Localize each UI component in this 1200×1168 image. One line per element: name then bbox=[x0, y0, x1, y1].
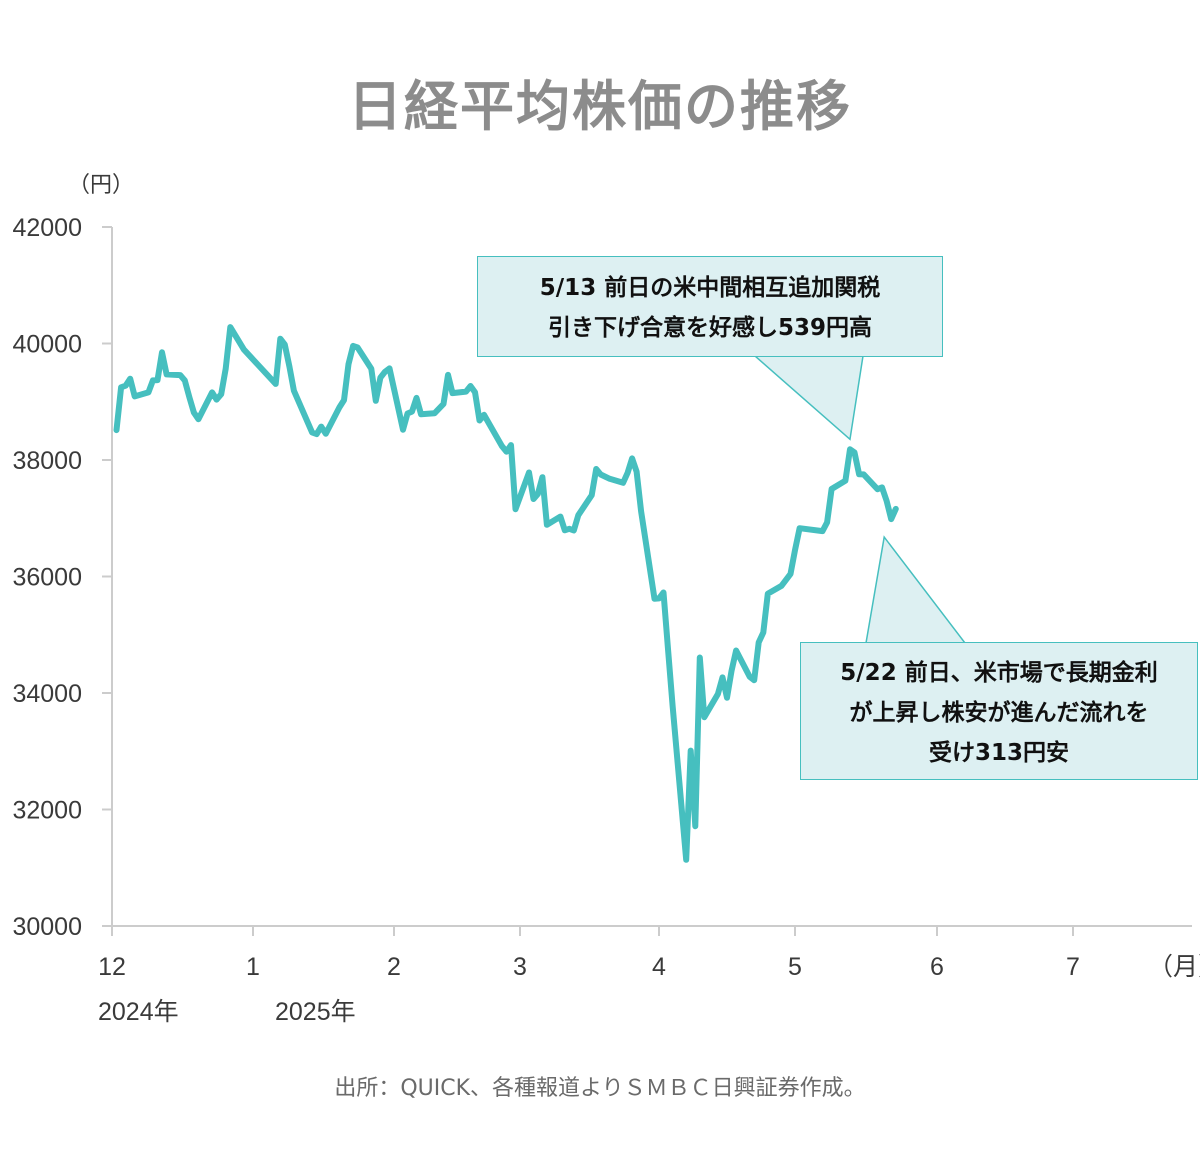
callout-may13: 5/13 前日の米中間相互追加関税 引き下げ合意を好感し539円高 bbox=[477, 256, 943, 357]
callout-may13-line-2: 引き下げ合意を好感し539円高 bbox=[547, 315, 872, 341]
y-axis-unit: （円） bbox=[68, 173, 134, 198]
source-note: 出所：QUICK、各種報道よりＳＭＢＣ日興証券作成。 bbox=[334, 1076, 866, 1101]
callout-may22-line-1: 5/22 前日、米市場で長期金利 bbox=[840, 660, 1158, 686]
x-axis-unit: （月） bbox=[1148, 953, 1200, 981]
year-label-2024: 2024年 bbox=[98, 998, 179, 1026]
year-label-2025: 2025年 bbox=[275, 998, 356, 1026]
callout-may13-pointer bbox=[753, 355, 864, 441]
x-tick-label: 4 bbox=[652, 953, 666, 981]
x-tick-label: 12 bbox=[98, 953, 126, 981]
y-tick-label: 30000 bbox=[12, 913, 82, 941]
callout-may22-line-3: 受け313円安 bbox=[928, 740, 1069, 766]
callout-may22-pointer bbox=[865, 535, 967, 644]
x-tick-label: 6 bbox=[930, 953, 944, 981]
series-line bbox=[113, 324, 899, 863]
x-tick-label: 1 bbox=[246, 953, 260, 981]
y-tick-label: 36000 bbox=[12, 564, 82, 592]
y-tick-label: 38000 bbox=[12, 447, 82, 475]
y-tick-label: 40000 bbox=[12, 331, 82, 359]
y-tick-label: 34000 bbox=[12, 680, 82, 708]
x-tick-label: 2 bbox=[387, 953, 401, 981]
y-tick-label: 42000 bbox=[12, 214, 82, 242]
y-tick-label: 32000 bbox=[12, 797, 82, 825]
x-tick-label: 5 bbox=[788, 953, 802, 981]
callout-may22: 5/22 前日、米市場で長期金利 が上昇し株安が進んだ流れを 受け313円安 bbox=[800, 642, 1198, 780]
callout-pointers bbox=[753, 355, 967, 644]
callout-may13-line-1: 5/13 前日の米中間相互追加関税 bbox=[539, 275, 881, 301]
chart-title: 日経平均株価の推移 bbox=[348, 75, 852, 138]
callout-may22-line-2: が上昇し株安が進んだ流れを bbox=[849, 700, 1149, 726]
x-tick-label: 7 bbox=[1066, 953, 1080, 981]
x-tick-label: 3 bbox=[513, 953, 527, 981]
